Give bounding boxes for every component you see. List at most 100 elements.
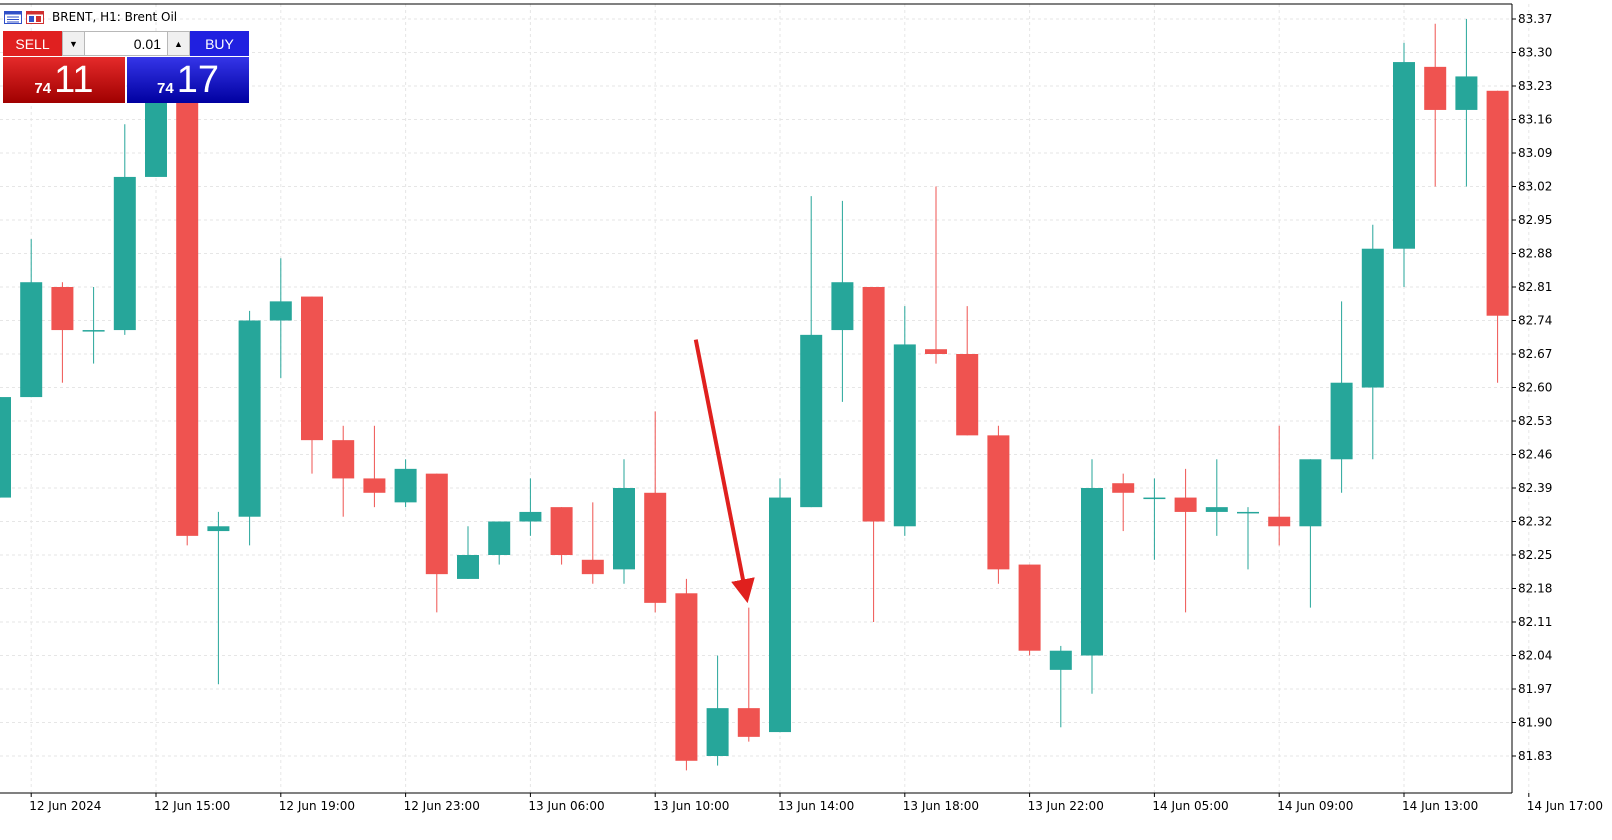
candle-body bbox=[800, 334, 823, 508]
y-tick-label: 82.25 bbox=[1518, 548, 1552, 562]
candle-body bbox=[581, 559, 604, 575]
y-tick-label: 82.60 bbox=[1518, 381, 1552, 395]
lot-size-input[interactable] bbox=[85, 32, 167, 55]
candle-body bbox=[1455, 76, 1478, 110]
bearish-candle bbox=[332, 425, 355, 517]
candle-body bbox=[113, 176, 136, 331]
bearish-candle bbox=[176, 76, 199, 546]
lot-decrease-button[interactable]: ▼ bbox=[63, 32, 85, 55]
candle-body bbox=[956, 354, 979, 436]
x-tick-label: 12 Jun 2024 bbox=[29, 799, 101, 813]
y-tick-label: 81.90 bbox=[1518, 716, 1552, 730]
sell-price-small: 74 bbox=[34, 80, 52, 97]
candle-body bbox=[1299, 459, 1322, 527]
bearish-candle bbox=[1268, 425, 1291, 546]
bearish-candle bbox=[425, 473, 448, 613]
candle-body bbox=[1393, 62, 1415, 249]
bullish-candle bbox=[20, 239, 43, 398]
x-tick-label: 13 Jun 22:00 bbox=[1028, 799, 1104, 813]
bullish-candle bbox=[207, 511, 230, 685]
x-tick-label: 14 Jun 05:00 bbox=[1152, 799, 1228, 813]
y-tick-label: 81.83 bbox=[1518, 749, 1552, 763]
buy-price-box[interactable]: 74 17 bbox=[127, 57, 249, 103]
candle-body bbox=[706, 708, 729, 756]
candle-body bbox=[550, 507, 573, 555]
lot-increase-button[interactable]: ▲ bbox=[167, 32, 189, 55]
candle-body bbox=[1143, 497, 1166, 500]
annotation-layer bbox=[693, 339, 755, 604]
lot-size-stepper: ▼ ▲ bbox=[62, 31, 190, 56]
sell-button[interactable]: SELL bbox=[3, 31, 62, 56]
candle-body bbox=[457, 555, 479, 579]
chart-header: BRENT, H1: Brent Oil bbox=[4, 8, 177, 26]
bearish-candle bbox=[1018, 564, 1041, 656]
y-tick-label: 82.95 bbox=[1518, 213, 1552, 227]
y-tick-label: 82.46 bbox=[1518, 448, 1552, 462]
candle-body bbox=[1268, 516, 1291, 527]
y-tick-label: 82.11 bbox=[1518, 615, 1552, 629]
symbol-title: BRENT, H1: Brent Oil bbox=[52, 10, 178, 24]
y-tick-label: 82.53 bbox=[1518, 414, 1552, 428]
y-tick-label: 82.74 bbox=[1518, 314, 1552, 328]
bullish-candle bbox=[113, 124, 136, 335]
candle-body bbox=[644, 492, 667, 603]
one-click-trading-icon[interactable] bbox=[26, 10, 44, 24]
annotation-arrow bbox=[693, 339, 755, 604]
candle-body bbox=[1174, 497, 1197, 512]
bullish-candle bbox=[394, 459, 417, 508]
bullish-candle bbox=[1049, 645, 1072, 728]
candle-body bbox=[1049, 650, 1072, 670]
candle-body bbox=[675, 593, 698, 761]
one-click-trading-panel: SELL ▼ ▲ BUY 74 11 74 17 bbox=[3, 31, 249, 103]
y-tick-label: 82.18 bbox=[1518, 582, 1552, 596]
bullish-candle bbox=[800, 196, 823, 508]
bearish-candle bbox=[1486, 90, 1509, 383]
y-tick-label: 82.04 bbox=[1518, 649, 1552, 663]
bearish-candle bbox=[301, 296, 323, 474]
bullish-candle bbox=[831, 200, 854, 402]
bullish-candle bbox=[488, 521, 511, 565]
bearish-candle bbox=[862, 287, 885, 622]
candle-body bbox=[862, 287, 885, 522]
bearish-candle bbox=[675, 578, 698, 771]
bullish-candle bbox=[613, 459, 635, 584]
candle-body bbox=[831, 282, 854, 331]
candle-body bbox=[1330, 382, 1353, 460]
bearish-candle bbox=[550, 507, 573, 565]
chart-window-icon[interactable] bbox=[4, 10, 22, 24]
y-tick-label: 83.16 bbox=[1518, 113, 1552, 127]
candle-body bbox=[363, 478, 386, 493]
candle-body bbox=[0, 397, 11, 498]
bullish-candle bbox=[1143, 478, 1166, 560]
bullish-candle bbox=[1330, 301, 1353, 493]
bullish-candle bbox=[769, 478, 791, 733]
bearish-candle bbox=[987, 425, 1010, 584]
bullish-candle bbox=[1205, 459, 1228, 536]
x-tick-label: 13 Jun 06:00 bbox=[528, 799, 604, 813]
candle-body bbox=[1486, 90, 1509, 316]
buy-button[interactable]: BUY bbox=[190, 31, 249, 56]
y-tick-label: 83.23 bbox=[1518, 79, 1552, 93]
bullish-candle bbox=[893, 306, 916, 536]
candle-body bbox=[269, 301, 292, 321]
bullish-candle bbox=[1455, 19, 1478, 187]
bearish-candle bbox=[581, 502, 604, 584]
triangle-up-icon: ▲ bbox=[174, 38, 183, 49]
bearish-candle bbox=[51, 282, 74, 383]
candle-body bbox=[207, 526, 230, 532]
y-tick-label: 82.88 bbox=[1518, 247, 1552, 261]
x-tick-label: 14 Jun 09:00 bbox=[1277, 799, 1353, 813]
candle-body bbox=[488, 521, 511, 555]
bearish-candle bbox=[644, 411, 667, 613]
candle-body bbox=[1081, 488, 1103, 656]
candles-layer bbox=[0, 19, 1509, 771]
x-tick-label: 14 Jun 17:00 bbox=[1527, 799, 1603, 813]
candle-body bbox=[238, 320, 261, 517]
sell-price-box[interactable]: 74 11 bbox=[3, 57, 126, 103]
triangle-down-icon: ▼ bbox=[69, 38, 78, 49]
candle-body bbox=[519, 511, 542, 522]
bearish-candle bbox=[737, 607, 760, 742]
candle-body bbox=[1361, 248, 1384, 388]
bullish-candle bbox=[519, 478, 542, 536]
